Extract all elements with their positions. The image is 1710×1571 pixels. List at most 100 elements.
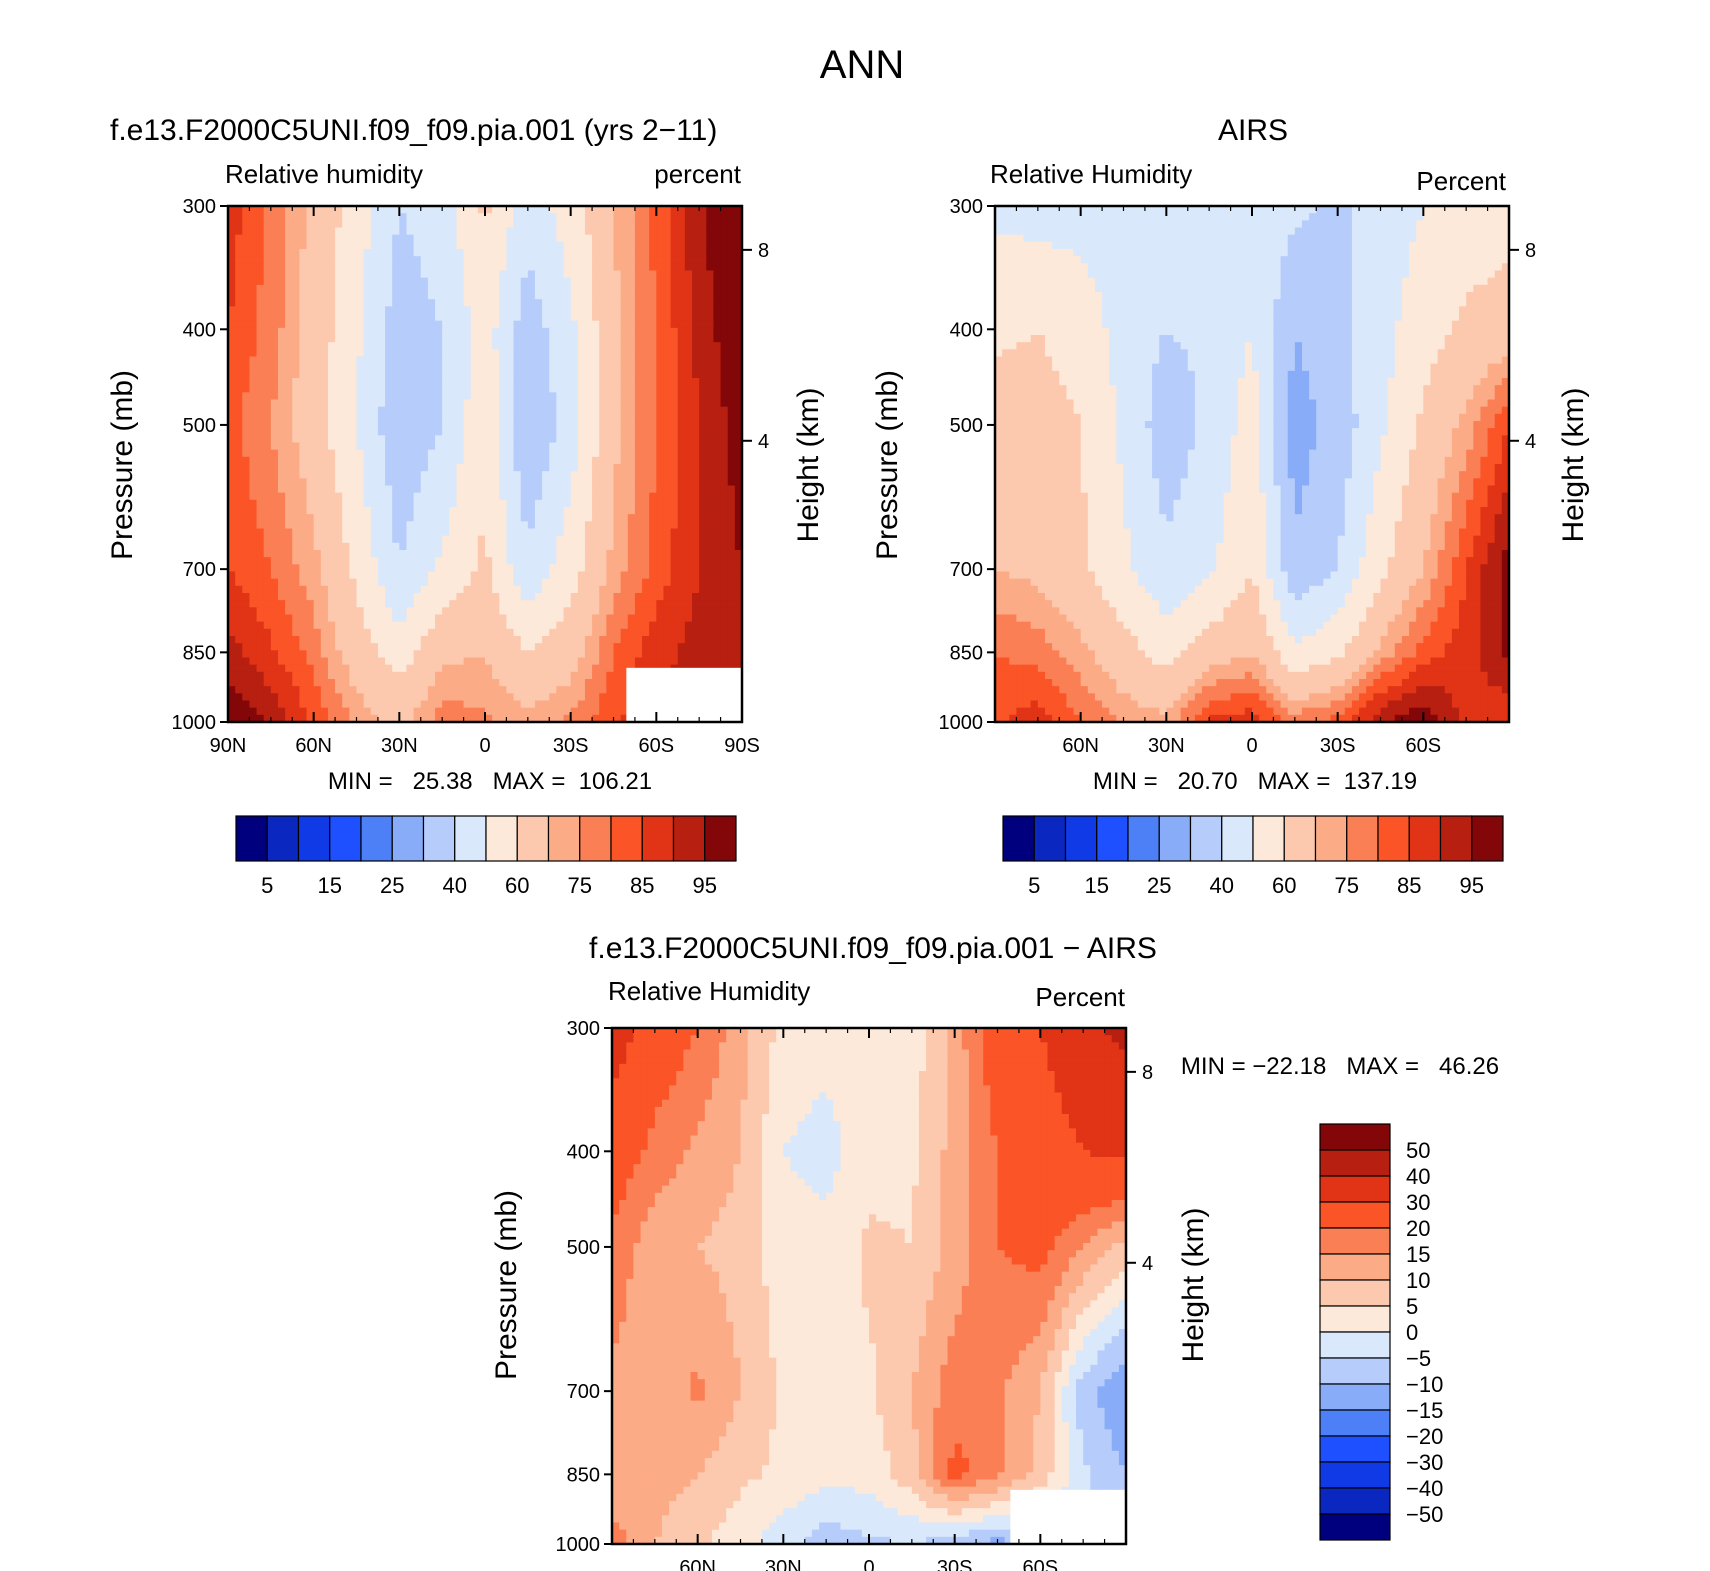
field-cell: [620, 241, 629, 250]
field-cell: [620, 442, 629, 451]
field-cell: [734, 342, 743, 350]
field-cell: [649, 550, 657, 558]
field-cell: [720, 399, 729, 408]
field-cell: [492, 499, 500, 508]
field-cell: [370, 256, 379, 264]
field-cell: [499, 514, 508, 522]
field-cell: [249, 306, 258, 315]
field-cell: [406, 693, 415, 702]
field-cell: [556, 514, 565, 522]
field-cell: [277, 263, 286, 272]
field-cell: [413, 234, 422, 243]
field-cell: [613, 234, 622, 243]
field-cell: [292, 421, 300, 429]
field-cell: [442, 256, 450, 264]
field-cell: [256, 356, 265, 365]
field-cell: [563, 442, 572, 451]
field-cell: [228, 234, 236, 243]
field-cell: [377, 206, 386, 214]
field-cell: [627, 299, 636, 307]
field-cell: [492, 449, 500, 458]
field-cell: [299, 643, 308, 651]
field-cell: [449, 600, 458, 608]
field-cell: [242, 585, 251, 594]
field-cell: [534, 206, 543, 214]
field-cell: [228, 356, 236, 365]
field-cell: [620, 564, 629, 573]
field-cell: [627, 514, 636, 522]
field-cell: [349, 693, 358, 702]
field-cell: [413, 693, 422, 702]
field-cell: [235, 456, 243, 465]
field-cell: [349, 385, 358, 393]
field-cell: [377, 263, 386, 272]
field-cell: [449, 299, 458, 307]
field-cell: [549, 492, 557, 501]
field-cell: [270, 428, 279, 436]
field-cell: [406, 478, 415, 487]
field-cell: [692, 507, 700, 515]
field-cell: [520, 435, 529, 444]
field-cell: [427, 557, 436, 565]
field-cell: [392, 421, 400, 429]
field-cell: [320, 464, 329, 472]
field-cell: [663, 521, 672, 530]
field-cell: [599, 607, 607, 616]
field-cell: [656, 542, 665, 551]
field-cell: [506, 342, 515, 350]
field-cell: [620, 492, 629, 501]
field-cell: [435, 363, 443, 372]
field-cell: [427, 413, 436, 422]
field-cell: [549, 464, 557, 472]
field-cell: [499, 306, 508, 315]
field-cell: [470, 571, 479, 580]
field-cell: [327, 557, 336, 565]
field-cell: [485, 342, 493, 350]
field-cell: [363, 385, 372, 393]
field-cell: [413, 406, 422, 415]
field-cell: [713, 320, 722, 329]
field-cell: [470, 679, 479, 687]
field-cell: [534, 686, 543, 694]
field-cell: [699, 650, 707, 659]
field-cell: [313, 499, 322, 508]
field-cell: [413, 249, 422, 257]
field-cell: [242, 399, 251, 408]
field-cell: [542, 643, 550, 651]
field-cell: [713, 499, 722, 508]
field-cell: [370, 335, 379, 343]
field-cell: [499, 686, 508, 694]
field-cell: [599, 621, 607, 630]
field-cell: [542, 206, 550, 214]
field-cell: [620, 607, 629, 616]
field-cell: [556, 621, 565, 630]
field-cell: [706, 213, 715, 221]
field-cell: [292, 664, 300, 673]
field-cell: [228, 693, 236, 702]
field-cell: [527, 206, 536, 214]
field-cell: [406, 392, 415, 401]
field-cell: [556, 521, 565, 530]
field-cell: [720, 277, 729, 286]
field-cell: [377, 349, 386, 358]
field-cell: [684, 206, 693, 214]
field-cell: [435, 421, 443, 429]
field-cell: [363, 657, 372, 666]
field-cell: [485, 227, 493, 236]
field-cell: [620, 277, 629, 286]
field-cell: [270, 657, 279, 666]
field-cell: [534, 363, 543, 372]
field-cell: [292, 442, 300, 451]
field-cell: [720, 363, 729, 372]
field-cell: [520, 428, 529, 436]
field-cell: [513, 686, 522, 694]
field-cell: [399, 636, 408, 644]
field-cell: [592, 636, 600, 644]
field-cell: [285, 557, 293, 565]
field-cell: [263, 284, 272, 293]
field-cell: [485, 671, 493, 680]
field-cell: [527, 686, 536, 694]
field-cell: [277, 370, 286, 379]
field-cell: [520, 636, 529, 644]
field-cell: [363, 249, 372, 257]
